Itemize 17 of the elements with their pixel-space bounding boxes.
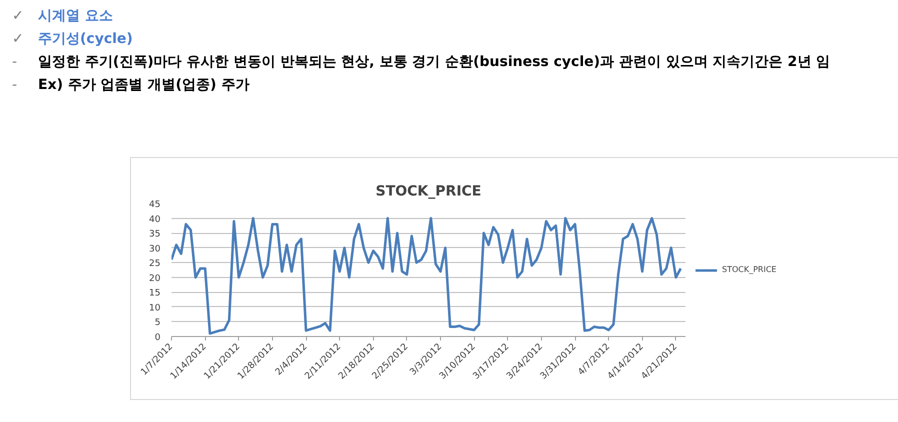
y-tick-label: 30: [149, 244, 161, 254]
y-tick-label: 25: [149, 259, 160, 270]
chart-title: STOCK_PRICE: [376, 184, 482, 200]
y-tick-label: 15: [149, 288, 160, 299]
text: ✓ 시계열 요소: [12, 7, 113, 26]
text: - Ex) 주가 업좀별 개별(업종) 주가: [12, 77, 250, 93]
y-tick-label: 5: [154, 318, 161, 328]
y-tick-label: 10: [149, 303, 161, 314]
y-tick-label: 35: [149, 230, 160, 240]
y-tick-label: 40: [149, 214, 161, 225]
y-tick-label: 45: [149, 200, 160, 210]
legend-label: STOCK_PRICE: [722, 265, 776, 274]
text: ✓ 주기성(cycle): [12, 30, 133, 49]
y-tick-label: 0: [154, 333, 161, 343]
line-series: [172, 217, 682, 335]
text: - 일정한 주기(진폭)마다 유사한 변동이 반복되는 현상, 보통 경기 순환(business cycle)과 관련이 있으며 지속기간은 2년 임: [12, 54, 830, 70]
y-tick-label: 20: [149, 274, 161, 284]
